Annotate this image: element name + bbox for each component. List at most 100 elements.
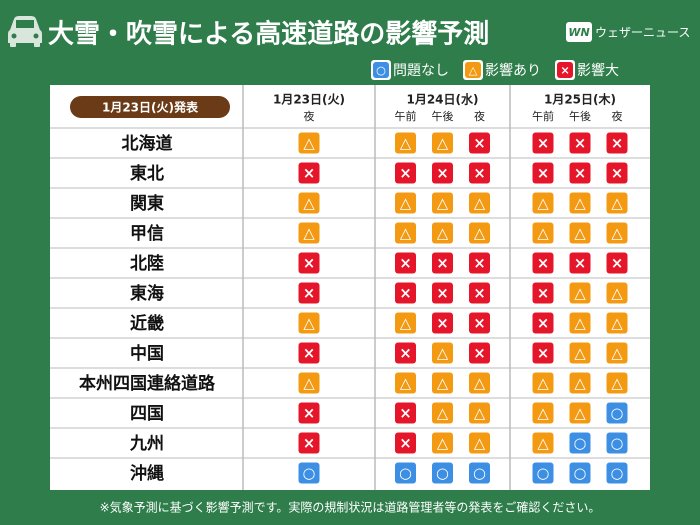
status-symbol: △ (574, 285, 586, 302)
title: 大雪・吹雪による高速道路の影響予測 (48, 19, 489, 50)
status-symbol: × (473, 345, 485, 362)
table: 1月23日(火)発表 1月23日(火) 夜 1月24日(水) 午前 午後 夜 1月25日(木)… (50, 85, 650, 490)
status-icon (606, 462, 628, 484)
status-symbol: △ (303, 225, 315, 242)
status-icon (532, 222, 554, 244)
period-label: 午前 (395, 109, 417, 123)
status-symbol: △ (574, 195, 586, 212)
status-symbol: △ (574, 375, 586, 392)
status-symbol: △ (537, 195, 549, 212)
status-symbol: × (611, 135, 623, 152)
status-symbol: × (537, 345, 549, 362)
status-symbol: × (473, 315, 485, 332)
issued-badge (70, 96, 230, 118)
status-icon (606, 402, 628, 424)
status-symbol: △ (437, 195, 449, 212)
status-symbol: △ (437, 405, 449, 422)
status-symbol: × (537, 165, 549, 182)
status-icon (469, 252, 490, 274)
status-icon (298, 162, 320, 184)
status-symbol: △ (303, 135, 315, 152)
status-symbol: △ (537, 405, 549, 422)
status-symbol: × (537, 285, 549, 302)
status-icon (298, 252, 320, 274)
status-icon (532, 462, 554, 484)
status-icon (373, 62, 389, 78)
status-icon (298, 192, 320, 214)
status-icon (298, 222, 320, 244)
status-icon (606, 252, 628, 274)
status-symbol: × (436, 315, 448, 332)
status-symbol: ○ (574, 465, 587, 482)
status-icon (432, 432, 453, 454)
status-symbol: × (537, 135, 549, 152)
status-symbol: × (436, 255, 448, 272)
region-label: 北陸 (130, 253, 164, 274)
region-label: 東北 (130, 163, 164, 184)
day-label: 1月23日(火) (273, 93, 345, 107)
status-icon (532, 312, 554, 334)
status-symbol: ○ (473, 465, 486, 482)
status-icon (432, 372, 453, 394)
status-icon (569, 162, 591, 184)
period-label: 夜 (612, 109, 623, 123)
status-icon (298, 402, 320, 424)
status-icon (298, 282, 320, 304)
status-icon (532, 162, 554, 184)
status-symbol: △ (474, 225, 486, 242)
status-icon (432, 162, 453, 184)
status-symbol: △ (400, 195, 412, 212)
status-symbol: × (436, 285, 448, 302)
logo-box (566, 22, 592, 42)
status-icon (569, 312, 591, 334)
status-symbol: △ (437, 435, 449, 452)
status-symbol: △ (611, 195, 623, 212)
status-icon (298, 342, 320, 364)
status-icon (465, 62, 481, 78)
status-symbol: × (473, 285, 485, 302)
region-label: 本州四国連絡道路 (79, 373, 216, 394)
status-icon (432, 462, 453, 484)
status-icon (432, 282, 453, 304)
region-label: 甲信 (130, 223, 164, 244)
status-icon (606, 312, 628, 334)
status-icon (432, 342, 453, 364)
status-icon (395, 462, 416, 484)
status-symbol: △ (437, 135, 449, 152)
status-symbol: △ (537, 375, 549, 392)
status-symbol: × (399, 405, 411, 422)
status-symbol: × (574, 165, 586, 182)
status-icon (395, 312, 416, 334)
status-icon (532, 132, 554, 154)
region-label: 東海 (130, 283, 164, 304)
status-symbol: △ (303, 315, 315, 332)
status-icon (606, 372, 628, 394)
status-icon (298, 432, 320, 454)
status-icon (532, 372, 554, 394)
status-icon (469, 282, 490, 304)
status-symbol: △ (303, 375, 315, 392)
status-symbol: ○ (611, 465, 624, 482)
legend-label: 影響あり (485, 62, 541, 79)
status-symbol: △ (611, 375, 623, 392)
status-symbol: △ (437, 225, 449, 242)
status-icon (569, 402, 591, 424)
status-icon (532, 282, 554, 304)
status-icon (395, 162, 416, 184)
status-icon (469, 192, 490, 214)
status-icon (606, 342, 628, 364)
status-icon (532, 432, 554, 454)
status-symbol: × (560, 64, 569, 77)
status-symbol: △ (611, 315, 623, 332)
status-symbol: × (473, 255, 485, 272)
status-icon (606, 192, 628, 214)
status-symbol: × (537, 255, 549, 272)
status-symbol: × (473, 135, 485, 152)
region-label: 九州 (129, 434, 164, 454)
status-symbol: × (399, 345, 411, 362)
status-icon (557, 62, 573, 78)
status-icon (606, 282, 628, 304)
status-icon (532, 252, 554, 274)
status-symbol: △ (537, 225, 549, 242)
